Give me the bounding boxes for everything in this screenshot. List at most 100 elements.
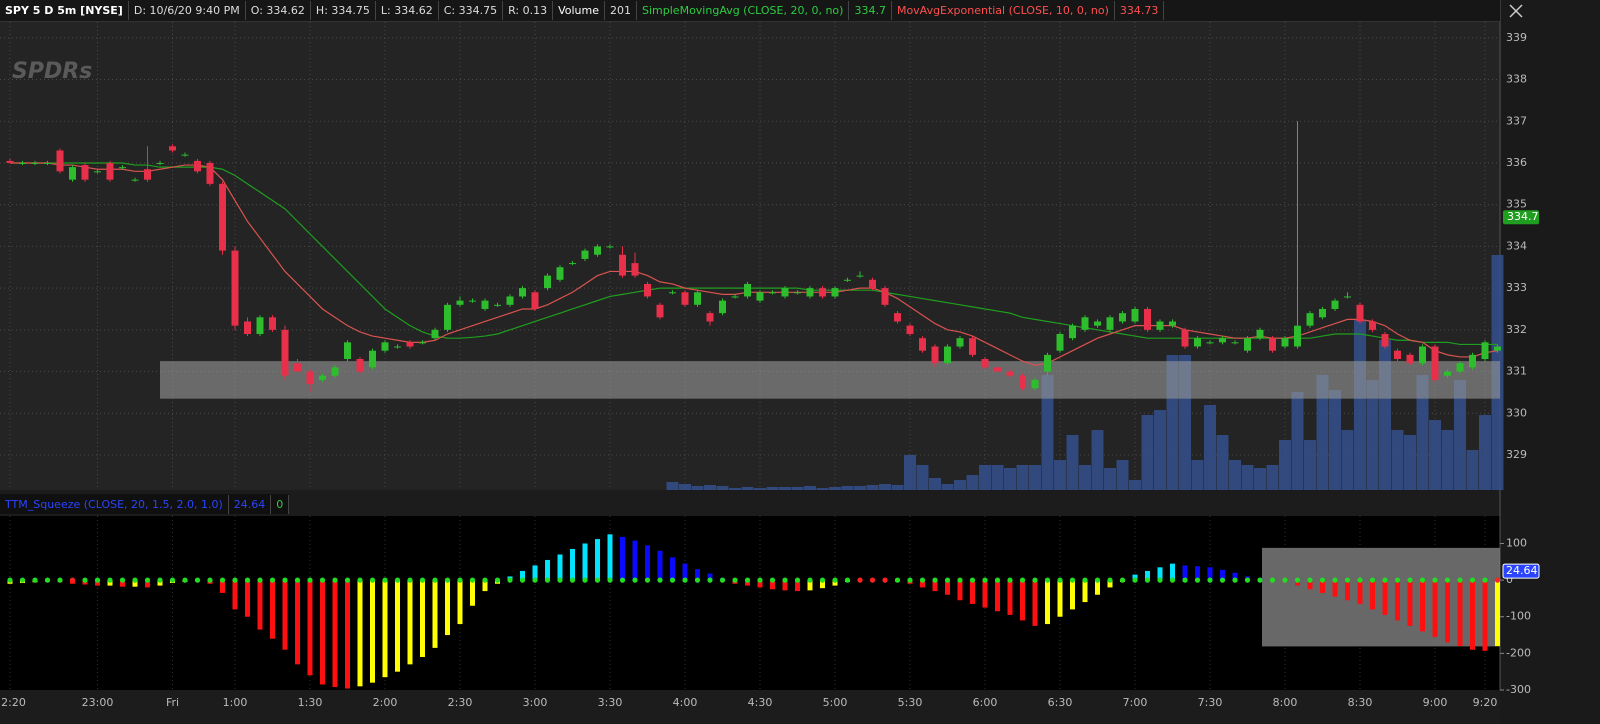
histogram-bar (420, 580, 425, 658)
squeeze-dot (169, 577, 176, 583)
volume-bar (704, 485, 716, 490)
squeeze-dot (994, 577, 1001, 583)
volume-bar (1466, 450, 1479, 490)
candle-body (906, 325, 914, 334)
candle-body (456, 300, 464, 305)
squeeze-dot (432, 577, 438, 583)
squeeze-dot (219, 577, 226, 583)
volume-bar (879, 484, 891, 490)
candle-body (1206, 342, 1214, 344)
volume-bar (754, 488, 766, 490)
candle-body (719, 300, 726, 314)
squeeze-dot (257, 577, 263, 583)
candle-body (1119, 313, 1126, 322)
volume-bar (979, 465, 991, 490)
volume-bar (1279, 440, 1291, 490)
candle-body (1494, 346, 1501, 351)
squeeze-dot (182, 577, 188, 583)
candle-body (619, 254, 626, 276)
candle-body (644, 283, 651, 297)
volume-bar (666, 482, 679, 490)
squeeze-dot (44, 577, 51, 583)
histogram-bar (1420, 580, 1425, 632)
squeeze-dot (1069, 577, 1076, 583)
candle-body (1331, 300, 1339, 309)
x-tick-label: 9:20 (1473, 696, 1498, 709)
squeeze-dot (594, 577, 601, 583)
squeeze-dot (1319, 577, 1326, 583)
candle-body (494, 304, 501, 306)
histogram-bar (707, 573, 713, 581)
x-tick-label: 8:00 (1273, 696, 1298, 709)
squeeze-dot (1482, 577, 1488, 583)
squeeze-dot (782, 577, 788, 583)
squeeze-dot (669, 577, 676, 583)
open: O: 334.62 (246, 1, 311, 20)
squeeze-dot (507, 577, 513, 583)
histogram-bar (1045, 580, 1050, 625)
squeeze-dot (1007, 577, 1013, 583)
close-icon[interactable] (1509, 4, 1523, 18)
candle-body (1044, 354, 1051, 372)
y-tick-label: 330 (1506, 406, 1527, 419)
histogram-bar (1307, 580, 1313, 590)
y-tick-label: 332 (1506, 323, 1527, 336)
squeeze-dot (369, 577, 376, 583)
histogram-bar (220, 580, 225, 593)
squeeze-dot (132, 577, 138, 583)
squeeze-dot (1332, 577, 1338, 583)
y-tick-label: 336 (1506, 156, 1527, 169)
candle-body (181, 154, 189, 156)
volume-bar (1366, 380, 1379, 490)
value-tag: 24.64 (1506, 564, 1538, 577)
squeeze-dot (869, 577, 876, 583)
squeeze-dot (1444, 577, 1451, 583)
histogram-bar (532, 565, 538, 581)
candle-body (1319, 308, 1326, 318)
candle-body (406, 342, 414, 347)
squeeze-dot (19, 577, 26, 583)
histogram-bar (95, 580, 100, 586)
x-tick-label: 9:00 (1423, 696, 1448, 709)
candle-body (881, 288, 889, 305)
candle-body (781, 288, 789, 297)
histogram-bar (1345, 580, 1350, 601)
histogram-bar (832, 580, 838, 586)
candle-body (269, 317, 276, 330)
histogram-bar (1107, 580, 1113, 588)
histogram-bar (982, 580, 988, 608)
histogram-bar (1370, 580, 1375, 610)
volume-bar (1266, 465, 1279, 490)
squeeze-dot (582, 577, 588, 583)
candle-body (1169, 321, 1176, 326)
histogram-bar (1157, 567, 1163, 581)
squeeze-dot (682, 577, 688, 583)
histogram-bar (332, 580, 338, 688)
indicator-title: TTM_Squeeze (CLOSE, 20, 1.5, 2.0, 1.0) (0, 494, 229, 514)
candle-body (944, 346, 951, 364)
candle-body (656, 304, 664, 318)
histogram-bar (757, 580, 763, 588)
squeeze-dot (1294, 577, 1301, 583)
squeeze-dot (494, 577, 501, 583)
histogram-bar (1095, 580, 1100, 595)
squeeze-dot (1107, 577, 1113, 583)
histogram-bar (957, 580, 963, 601)
candle-body (1081, 317, 1089, 330)
histogram-bar (370, 580, 375, 683)
squeeze-dot (1219, 577, 1226, 583)
histogram-bar (395, 580, 400, 672)
candle-body (981, 359, 989, 368)
candle-body (119, 167, 126, 169)
candle-body (1106, 317, 1114, 330)
candle-body (544, 275, 551, 289)
squeeze-dot (1044, 577, 1051, 583)
candle-body (1281, 338, 1289, 347)
volume-bar (791, 487, 804, 490)
squeeze-dot (7, 577, 13, 583)
histogram-bar (782, 580, 788, 591)
histogram-bar (1470, 580, 1475, 650)
histogram-bar (132, 580, 138, 587)
y-tick-label: 337 (1506, 114, 1527, 127)
volume-bar (891, 485, 904, 490)
